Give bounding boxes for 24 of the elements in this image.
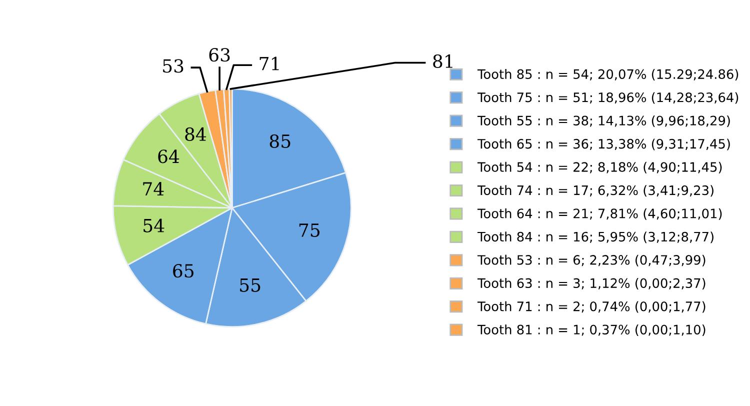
text: 81 [433,54,452,68]
text: 64 [158,150,180,164]
legend-label: Tooth 85 : n = 54; 20,07% (15.29;24.86) [477,69,738,81]
legend-label: Tooth 84 : n = 16; 5,95% (3,12;8,77) [477,232,714,244]
text: 54 [144,218,164,232]
legend-label: Tooth 71 : n = 2; 0,74% (0,00;1,77) [477,301,706,313]
legend-label: Tooth 81 : n = 1; 0,37% (0,00;1,10) [477,324,706,336]
legend-label: Tooth 74 : n = 17; 6,32% (3,41;9,23) [477,185,714,197]
text: 85 [270,134,290,148]
text: 63 [209,48,230,62]
text: 84 [185,127,206,142]
text: 74 [143,182,164,196]
text: 55 [240,278,260,292]
text: 65 [173,264,194,278]
text: 53 [163,59,184,73]
legend-label: Tooth 65 : n = 36; 13,38% (9,31;17,45) [477,138,730,150]
legend-label: Tooth 64 : n = 21; 7,81% (4,60;11,01) [477,208,722,220]
legend-label: Tooth 55 : n = 38; 14,13% (9,96;18,29) [477,115,730,127]
text: 75 [299,224,320,238]
legend-label: Tooth 53 : n = 6; 2,23% (0,47;3,99) [477,254,706,266]
text: 71 [260,56,279,70]
legend-label: Tooth 54 : n = 22; 8,18% (4,90;11,45) [477,162,722,174]
legend-label: Tooth 75 : n = 51; 18,96% (14,28;23,64) [477,92,738,104]
legend-label: Tooth 63 : n = 3; 1,12% (0,00;2,37) [477,278,706,290]
